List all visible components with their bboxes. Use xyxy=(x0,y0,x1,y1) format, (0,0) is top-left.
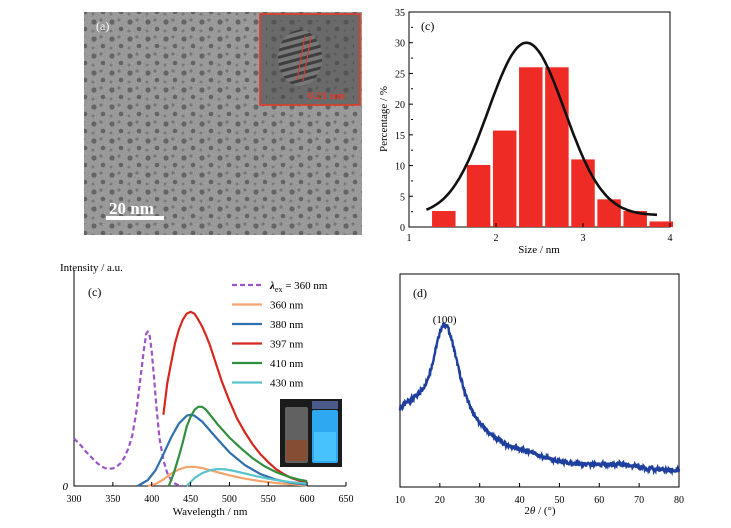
y-tick-label: 35 xyxy=(395,8,405,19)
panel-d-peak-annotation: (100) xyxy=(433,314,457,326)
x-tick-label: 60 xyxy=(594,495,604,506)
histogram-bar xyxy=(466,164,491,227)
y-tick-label: 10 xyxy=(395,162,405,173)
scale-bar-label: 20 nm xyxy=(109,199,154,218)
panel-d-label: (d) xyxy=(413,286,427,300)
panel-c-label: (c) xyxy=(88,285,101,299)
panel-b-y-axis-title: Percentage / % xyxy=(378,86,390,152)
x-tick-label: 80 xyxy=(674,495,684,506)
y-tick-label: 25 xyxy=(395,69,405,80)
panel-d-frame xyxy=(399,273,680,488)
panel-b-gaussian-fit xyxy=(425,41,658,217)
y-tick-label: 5 xyxy=(400,192,405,203)
hrtem-inset: 0.21 nm xyxy=(259,13,361,106)
y-tick-label: 15 xyxy=(395,131,405,142)
y-tick-label: 0 xyxy=(400,223,405,234)
legend-entry: 397 nm xyxy=(270,339,304,351)
panel-d-x-axis-unit: / (°) xyxy=(535,505,556,517)
histogram-bar xyxy=(432,211,456,227)
x-tick-label: 1 xyxy=(407,233,412,244)
x-tick-label: 650 xyxy=(339,494,354,505)
panel-b-histogram: 0 5 10 15 20 25 30 35 1 2 3 4 (c) Size / nm Percen… xyxy=(378,8,674,256)
x-tick-label: 600 xyxy=(300,494,315,505)
panel-d-x-axis-title: 2θ / (°) xyxy=(524,505,556,517)
panel-a-label: (a) xyxy=(96,19,109,33)
legend-entry: 380 nm xyxy=(270,319,304,331)
pl-series-line xyxy=(137,413,308,487)
x-tick-label: 10 xyxy=(395,495,405,506)
legend-entry: 360 nm xyxy=(270,300,304,312)
x-tick-label: 3 xyxy=(581,233,586,244)
panel-d-xrd-trace xyxy=(398,322,681,477)
x-tick-label: 4 xyxy=(668,233,673,244)
x-tick-label: 400 xyxy=(144,494,159,505)
histogram-bar xyxy=(571,159,595,227)
pl-series-line xyxy=(185,467,308,487)
panel-c-x-ticks: 300 350 400 450 500 550 600 650 xyxy=(67,482,354,505)
x-tick-label: 350 xyxy=(105,494,120,505)
panel-c-y-zero-label: 0 xyxy=(63,481,69,493)
histogram-bar xyxy=(649,221,674,227)
legend-entry: 430 nm xyxy=(270,378,304,390)
pl-series-line xyxy=(73,329,183,488)
legend-entry: 410 nm xyxy=(270,358,304,370)
scale-bar: 20 nm xyxy=(106,199,164,220)
y-tick-label: 30 xyxy=(395,39,405,50)
panel-a-tem-image: (a) 0.21 nm 20 nm xyxy=(84,12,362,235)
legend-lambda: λ xyxy=(269,280,275,292)
x-tick-label: 40 xyxy=(515,495,525,506)
panel-d-xrd: 10 20 30 40 50 60 70 80 (d) (100) 2θ / (°) xyxy=(395,273,684,517)
panel-d-x-ticks: 10 20 30 40 50 60 70 80 xyxy=(395,483,684,506)
panel-c-y-axis-title: Intensity / a.u. xyxy=(60,262,123,274)
panel-c-pl-spectra: 300 350 400 450 500 550 600 650 0 (c) Wavelengt… xyxy=(60,262,354,518)
panel-b-y-ticks: 0 5 10 15 20 25 30 35 xyxy=(395,8,413,234)
panel-b-bars xyxy=(432,67,674,228)
panel-b-x-axis-title: Size / nm xyxy=(518,244,560,256)
panel-b-x-ticks: 1 2 3 4 xyxy=(407,223,673,244)
x-tick-label: 30 xyxy=(475,495,485,506)
lattice-spacing-label: 0.21 nm xyxy=(308,90,345,102)
legend-entry: λex = 360 nm xyxy=(269,280,328,294)
x-tick-label: 550 xyxy=(261,494,276,505)
panel-d-x-axis-prefix: 2 xyxy=(524,505,530,517)
pl-series-line xyxy=(167,405,308,487)
x-tick-label: 300 xyxy=(67,494,82,505)
histogram-bar xyxy=(492,130,517,227)
legend-rest: = 360 nm xyxy=(282,280,327,292)
vial-photo-inset xyxy=(280,399,342,467)
x-tick-label: 50 xyxy=(554,495,564,506)
histogram-bar xyxy=(519,67,543,228)
legend-subscript: ex xyxy=(275,285,283,294)
pl-series-line xyxy=(162,310,308,484)
panel-d-x-axis-theta: θ xyxy=(530,505,536,517)
histogram-bar xyxy=(597,199,621,227)
x-tick-label: 20 xyxy=(435,495,445,506)
panel-c-legend: λex = 360 nm 360 nm 380 nm 397 nm 410 nm 430 … xyxy=(232,280,328,390)
panel-c-x-axis-title: Wavelength / nm xyxy=(173,506,248,518)
panel-b-label: (c) xyxy=(421,19,434,33)
x-tick-label: 70 xyxy=(634,495,644,506)
x-tick-label: 450 xyxy=(183,494,198,505)
y-tick-label: 20 xyxy=(395,100,405,111)
x-tick-label: 500 xyxy=(222,494,237,505)
x-tick-label: 2 xyxy=(494,233,499,244)
histogram-bar xyxy=(623,211,647,227)
